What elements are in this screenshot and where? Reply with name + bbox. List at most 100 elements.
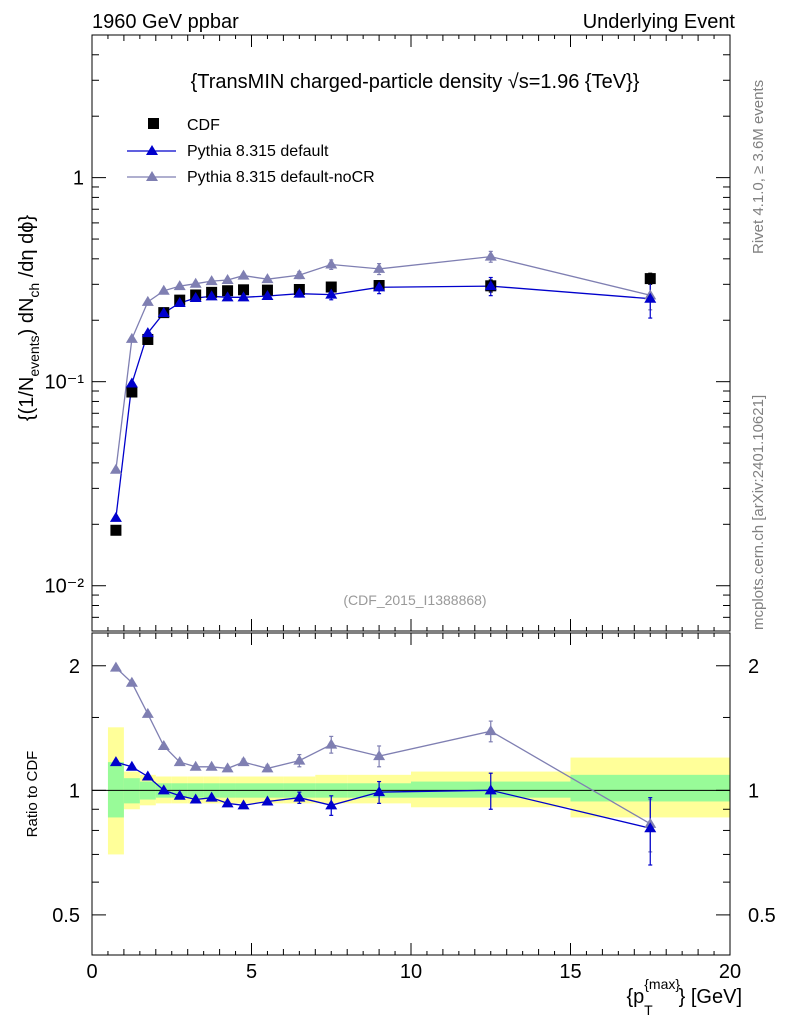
ratio-band-inner (107, 762, 124, 818)
ratio-pythia-default-point (157, 784, 170, 795)
pythia-nocr-point (373, 262, 386, 273)
x-label-sub-t: T (644, 1002, 653, 1018)
ratio-y-tick-label-right: 2 (748, 656, 759, 678)
cdf-point (644, 273, 656, 285)
ratio-pythia-default-point (373, 786, 386, 797)
ratio-pythia-default-point (261, 795, 274, 806)
cdf-point (110, 524, 122, 536)
pythia-default-point (261, 289, 274, 300)
y-tick-label: 10⁻² (45, 576, 85, 598)
pythia-default-point (237, 291, 250, 302)
ratio-pythia-default-point (109, 756, 122, 767)
pythia-default-point (173, 296, 186, 307)
pythia-nocr-point (157, 284, 170, 295)
x-tick-label: 10 (400, 961, 422, 983)
y-label-part: {(1/N (16, 377, 38, 421)
pythia-default-point (644, 292, 657, 303)
ratio-pythia-nocr-point (237, 756, 250, 767)
y-tick-label: 1 (73, 168, 84, 190)
pythia-nocr-point (205, 275, 218, 286)
x-tick-label: 0 (86, 961, 97, 983)
x-label-sup-max: {max} (644, 976, 680, 992)
ratio-pythia-nocr-point (141, 707, 154, 718)
pythia-default-line (115, 285, 651, 518)
ratio-pythia-default-point (293, 791, 306, 802)
pythia-default-point (157, 307, 170, 318)
cdf-point (238, 284, 250, 296)
pythia-nocr-point (189, 277, 202, 288)
legend-marker-cdf (148, 118, 159, 129)
y-axis-label: {(1/Nevents) dNch /dη dϕ} (16, 215, 42, 422)
pythia-default-point (205, 290, 218, 301)
ratio-pythia-default-point (325, 799, 338, 810)
ratio-pythia-default-point (237, 799, 250, 810)
pythia-nocr-point (141, 295, 154, 306)
ratio-pythia-nocr-point (221, 762, 234, 773)
pythia-nocr-point (325, 258, 338, 269)
legend-label-pythia-nocr: Pythia 8.315 default-noCR (187, 169, 375, 186)
pythia-default-point (484, 280, 497, 291)
ratio-pythia-nocr-point (484, 725, 497, 736)
pythia-default-point (141, 327, 154, 338)
cdf-point (325, 281, 337, 293)
pythia-nocr-point (125, 332, 138, 343)
pythia-nocr-point (173, 280, 186, 291)
y-label-sub-events: events (26, 335, 42, 376)
pythia-default-point (221, 291, 234, 302)
pythia-nocr-point (484, 250, 497, 261)
ratio-pythia-default-point (173, 789, 186, 800)
x-axis-label: {p{max} T} [GeV] (626, 976, 742, 1018)
chart-title: {TransMIN charged-particle density √s=1.… (191, 71, 640, 93)
ratio-pythia-default-point (205, 791, 218, 802)
pythia-default-point (373, 281, 386, 292)
ratio-pythia-default-point (484, 784, 497, 795)
ratio-band-inner (570, 774, 730, 802)
pythia-nocr-point (293, 269, 306, 280)
x-tick-label: 15 (559, 961, 581, 983)
pythia-default-point (293, 287, 306, 298)
ratio-pythia-default-point (141, 770, 154, 781)
pythia-default-point (125, 377, 138, 388)
header-left: 1960 GeV ppbar (92, 11, 239, 33)
ratio-y-axis-label: Ratio to CDF (24, 751, 41, 838)
legend-marker-pythia-nocr (146, 171, 158, 181)
ratio-pythia-nocr-point (205, 760, 218, 771)
header-right: Underlying Event (583, 11, 736, 33)
ratio-pythia-default-point (221, 797, 234, 808)
y-label-part: /dη dϕ} (16, 215, 38, 283)
ratio-pythia-nocr-point (189, 760, 202, 771)
x-tick-label: 20 (719, 961, 741, 983)
ratio-pythia-nocr-point (125, 676, 138, 687)
ratio-pythia-default-point (125, 760, 138, 771)
legend-marker-pythia-default (146, 145, 158, 155)
y-label-sub-ch: ch (26, 283, 42, 298)
pythia-nocr-point (221, 273, 234, 284)
ratio-y-tick-label: 0.5 (52, 905, 80, 927)
ratio-plot: 0 5 10 15 20 2 2 1 1 0.5 0.5 Ratio to CDF {p{max} T… (24, 632, 776, 1018)
ratio-pythia-nocr-point (157, 739, 170, 750)
ratio-pythia-nocr-point (325, 738, 338, 749)
pythia-default-point (189, 292, 202, 303)
x-label-part: {p (626, 986, 644, 1008)
y-tick-label: 10⁻¹ (45, 372, 85, 394)
pythia-default-point (325, 288, 338, 299)
cdf-point (142, 333, 154, 345)
legend-label-cdf: CDF (187, 117, 220, 134)
legend-label-pythia-default: Pythia 8.315 default (187, 143, 329, 160)
ratio-pythia-nocr-point (173, 756, 186, 767)
mcplots-label: mcplots.cern.ch [arXiv:2401.10621] (750, 395, 767, 630)
cdf-point (222, 285, 234, 297)
ratio-pythia-default-point (644, 822, 657, 833)
ratio-y-tick-label-right: 0.5 (748, 905, 776, 927)
cdf-point (126, 386, 138, 398)
ratio-pythia-nocr-point (373, 750, 386, 761)
ratio-pythia-nocr-point (293, 754, 306, 765)
ratio-y-tick-label: 1 (69, 780, 80, 802)
legend: CDF Pythia 8.315 default Pythia 8.315 de… (127, 117, 375, 186)
pythia-nocr-point (237, 269, 250, 280)
y-label-part: ) dN (16, 298, 38, 336)
pythia-nocr-point (109, 463, 122, 474)
ratio-pythia-nocr-point (261, 762, 274, 773)
ratio-y-tick-label: 2 (69, 656, 80, 678)
